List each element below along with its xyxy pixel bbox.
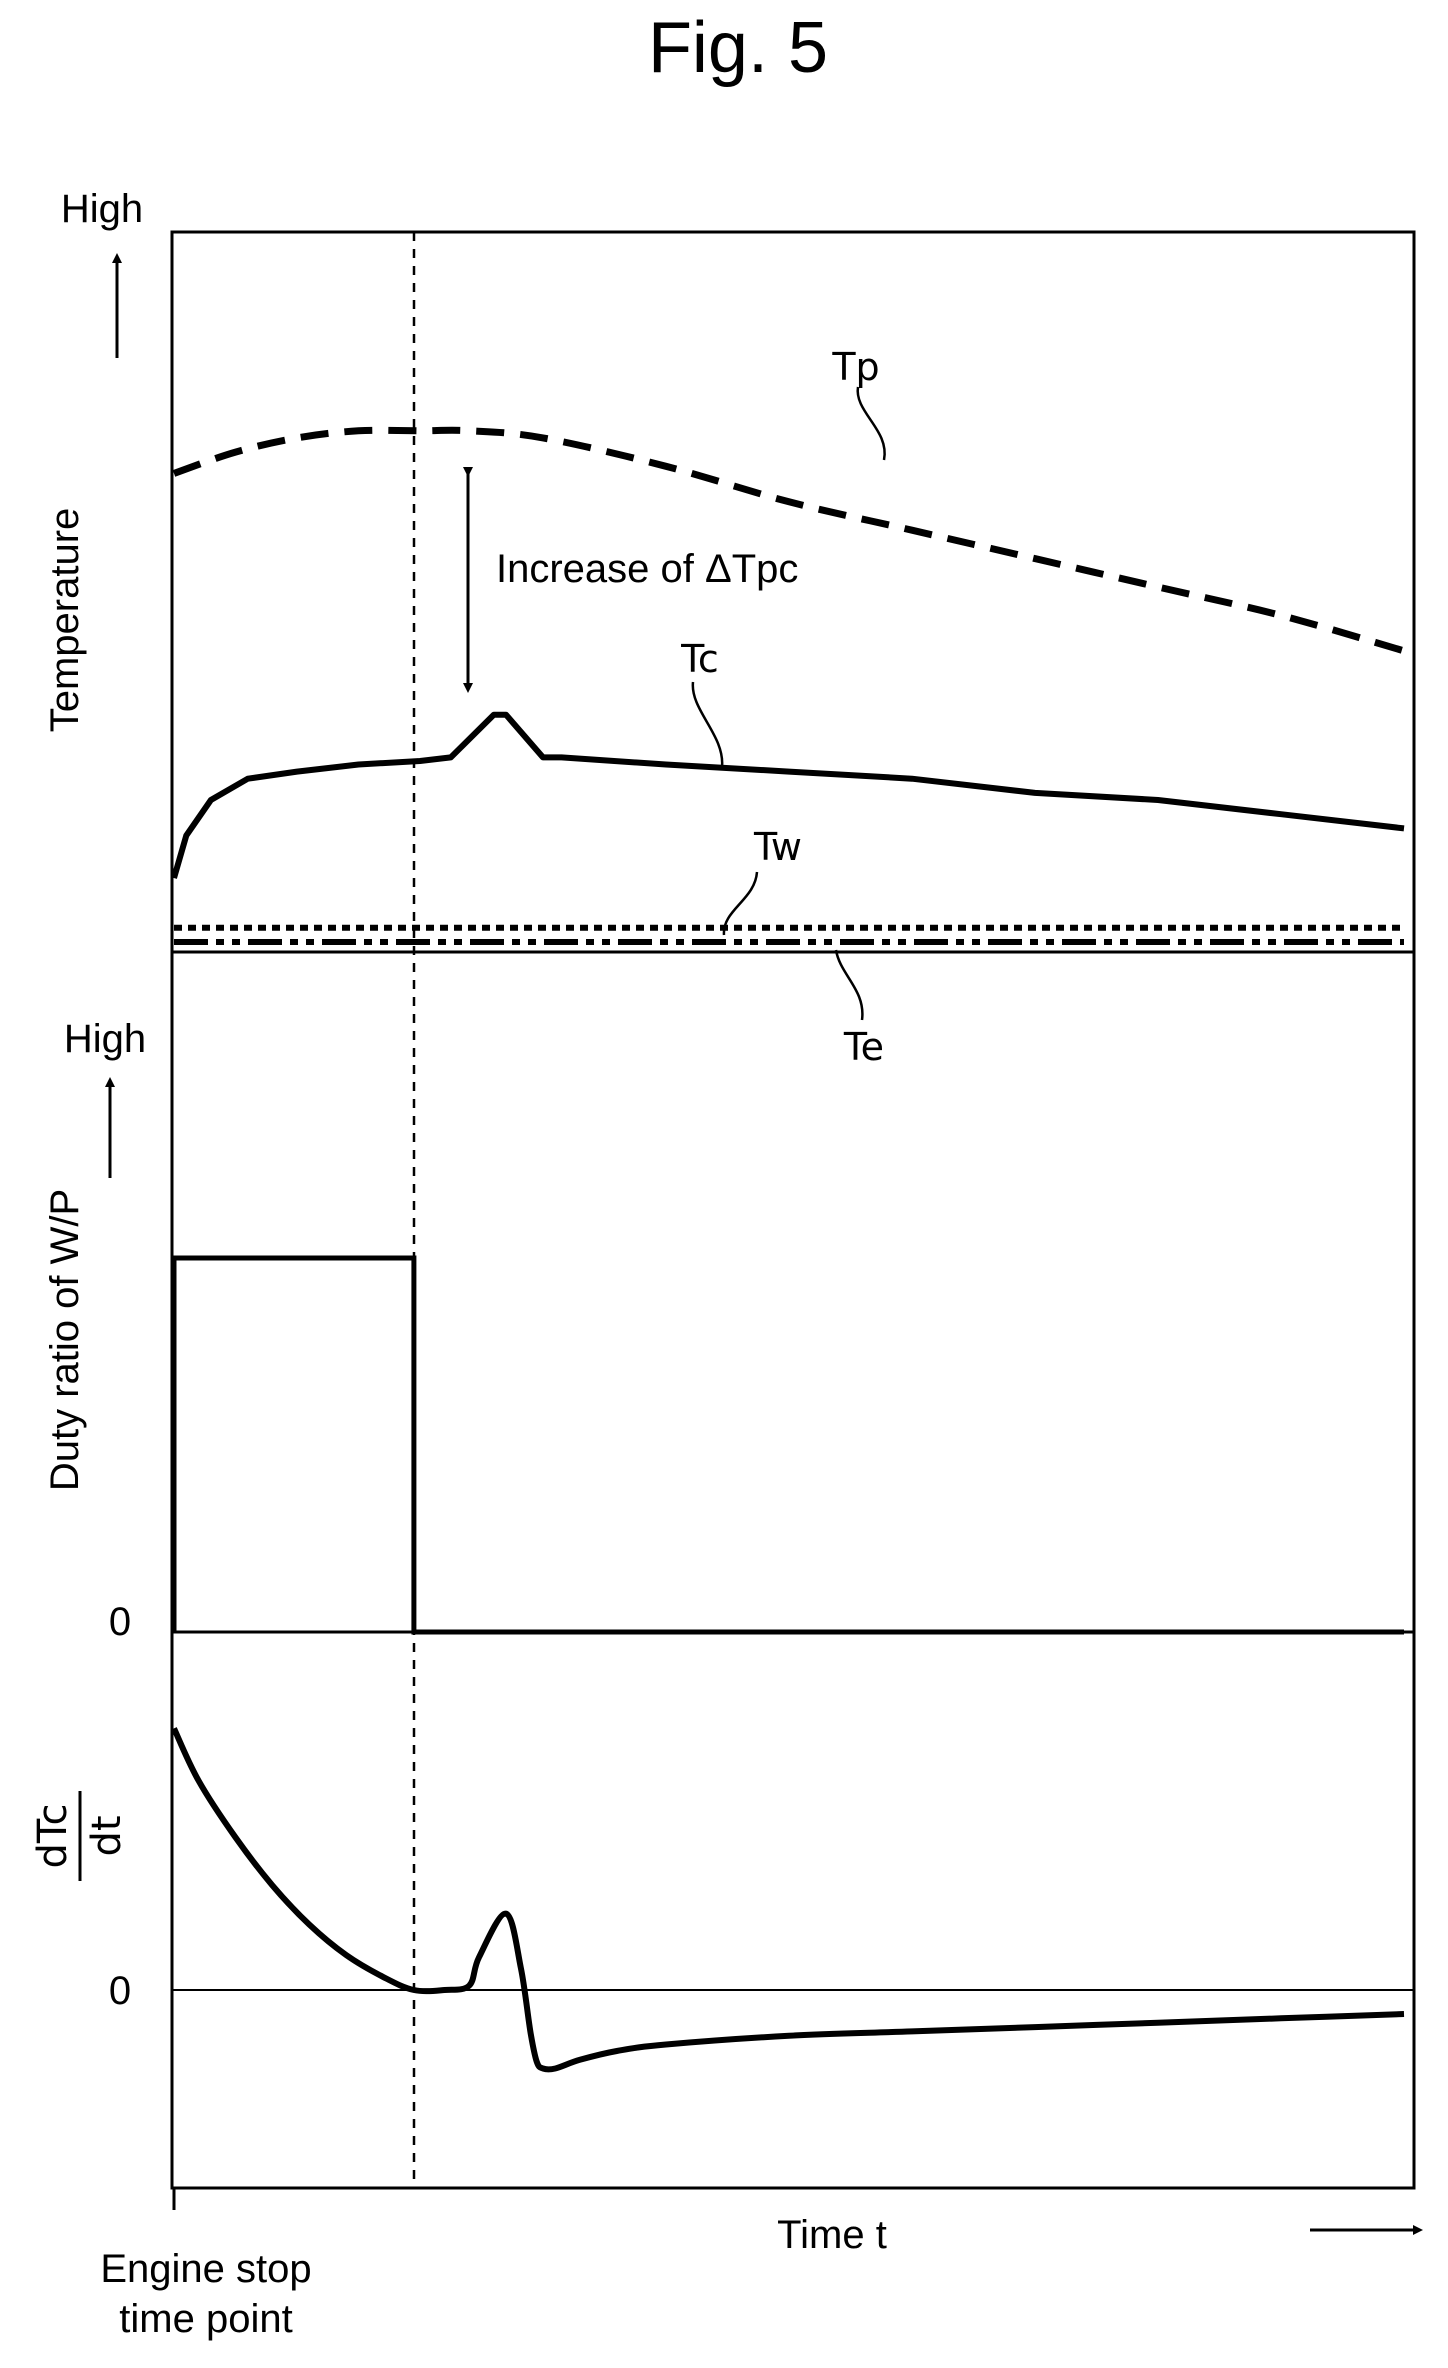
tp-series-label: Tp <box>831 345 879 389</box>
tp-leader <box>856 386 886 461</box>
dtc-label-numerator: dTc <box>30 1803 76 1868</box>
te-leader <box>834 949 864 1021</box>
temperature-high-label: High <box>61 187 143 231</box>
dtc-zero-label: 0 <box>109 1969 131 2013</box>
duty-zero-label: 0 <box>109 1600 131 1644</box>
engine-stop-label-line1: Engine stop <box>100 2247 311 2291</box>
tc-leader <box>691 681 724 768</box>
plot-frame <box>170 230 1416 2190</box>
dtc-dt-curve <box>171 1727 1405 2073</box>
series-layer <box>171 426 1405 2073</box>
tc-series-label: Tc <box>680 637 719 681</box>
increase-annotation: Increase of ΔTpc <box>496 547 798 591</box>
time-axis-label: Time t <box>777 2213 887 2257</box>
figure-title: Fig. 5 <box>648 8 828 88</box>
tw-series-label: Tw <box>753 825 802 869</box>
tc-curve <box>171 711 1405 879</box>
te-series-label: Te <box>843 1025 884 1069</box>
duty-axis-label: Duty ratio of W/P <box>43 1189 87 1491</box>
duty-ratio-curve <box>171 1255 1404 1635</box>
dtc-label-denominator: dt <box>84 1815 130 1856</box>
tp-curve <box>172 426 1405 655</box>
temperature-axis-label: Temperature <box>43 508 87 733</box>
engine-stop-label-line2: time point <box>119 2297 292 2341</box>
duty-high-label: High <box>64 1017 146 1061</box>
